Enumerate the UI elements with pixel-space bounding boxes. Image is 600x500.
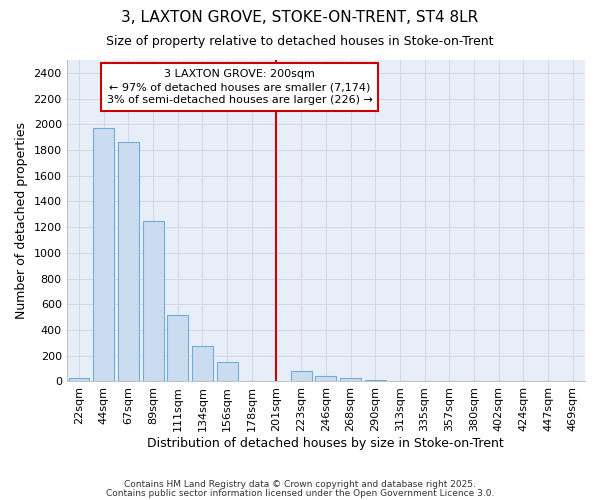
Bar xyxy=(68,378,89,382)
Bar xyxy=(365,380,386,382)
Bar xyxy=(118,142,139,382)
Bar xyxy=(217,362,238,382)
Text: Contains HM Land Registry data © Crown copyright and database right 2025.: Contains HM Land Registry data © Crown c… xyxy=(124,480,476,489)
Bar xyxy=(93,128,114,382)
X-axis label: Distribution of detached houses by size in Stoke-on-Trent: Distribution of detached houses by size … xyxy=(148,437,504,450)
Bar xyxy=(389,381,410,382)
Text: Size of property relative to detached houses in Stoke-on-Trent: Size of property relative to detached ho… xyxy=(106,35,494,48)
Bar xyxy=(192,346,213,382)
Bar xyxy=(143,220,164,382)
Text: Contains public sector information licensed under the Open Government Licence 3.: Contains public sector information licen… xyxy=(106,488,494,498)
Text: 3 LAXTON GROVE: 200sqm
← 97% of detached houses are smaller (7,174)
3% of semi-d: 3 LAXTON GROVE: 200sqm ← 97% of detached… xyxy=(107,69,373,105)
Y-axis label: Number of detached properties: Number of detached properties xyxy=(15,122,28,319)
Bar xyxy=(340,378,361,382)
Bar xyxy=(167,314,188,382)
Bar xyxy=(316,376,337,382)
Text: 3, LAXTON GROVE, STOKE-ON-TRENT, ST4 8LR: 3, LAXTON GROVE, STOKE-ON-TRENT, ST4 8LR xyxy=(121,10,479,25)
Bar xyxy=(290,371,311,382)
